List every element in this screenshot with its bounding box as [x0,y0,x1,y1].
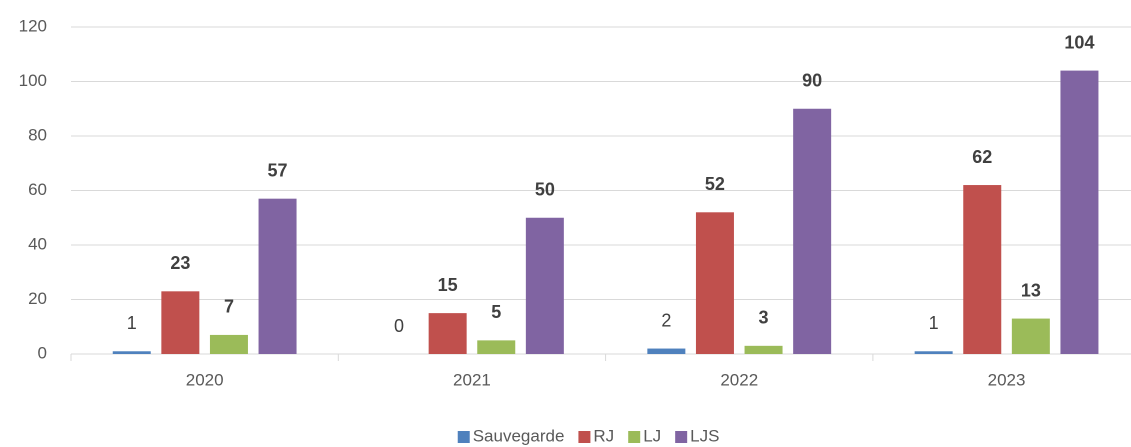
bar [428,313,467,354]
data-label: 23 [170,253,190,273]
bar [695,212,734,354]
bar [647,348,686,354]
y-tick-label: 20 [28,289,47,308]
data-label: 13 [1021,280,1041,300]
x-tick-label: 2022 [720,370,758,389]
legend-swatch [457,431,470,443]
bar [525,217,564,354]
y-tick-label: 100 [19,71,47,90]
y-tick-label: 60 [28,180,47,199]
legend-swatch [578,431,591,443]
data-label: 0 [394,316,404,336]
bar [258,198,297,354]
data-label: 52 [705,174,725,194]
legend-swatch [628,431,641,443]
bar [793,108,832,354]
legend-label: LJ [643,426,661,445]
bar [963,185,1002,354]
bar [161,291,200,354]
legend: Sauvegarde RJ LJ LJS [457,426,719,445]
legend-swatch [675,431,688,443]
legend-label: LJS [690,426,719,445]
data-label: 50 [535,180,555,200]
y-tick-label: 80 [28,125,47,144]
x-tick-label: 2020 [186,370,224,389]
data-label: 7 [224,297,234,317]
bar [209,334,248,354]
bar [477,340,516,354]
data-label: 15 [438,275,458,295]
x-tick-label: 2021 [453,370,491,389]
data-label: 1 [929,313,939,333]
legend-label: Sauvegarde [473,426,565,445]
y-tick-label: 120 [19,16,47,35]
data-label: 1 [127,313,137,333]
bar [744,345,783,354]
data-label: 5 [491,302,501,322]
data-label: 90 [802,71,822,91]
y-tick-label: 40 [28,234,47,253]
bar [112,351,151,354]
bar [1011,318,1050,354]
data-label: 3 [759,308,769,328]
data-label: 104 [1064,32,1094,52]
data-label: 2 [661,310,671,330]
x-tick-label: 2023 [988,370,1026,389]
data-label: 57 [268,160,288,180]
bar [1060,70,1099,354]
y-tick-label: 0 [38,343,47,362]
data-label: 62 [972,147,992,167]
legend-label: RJ [593,426,614,445]
bar [914,351,953,354]
